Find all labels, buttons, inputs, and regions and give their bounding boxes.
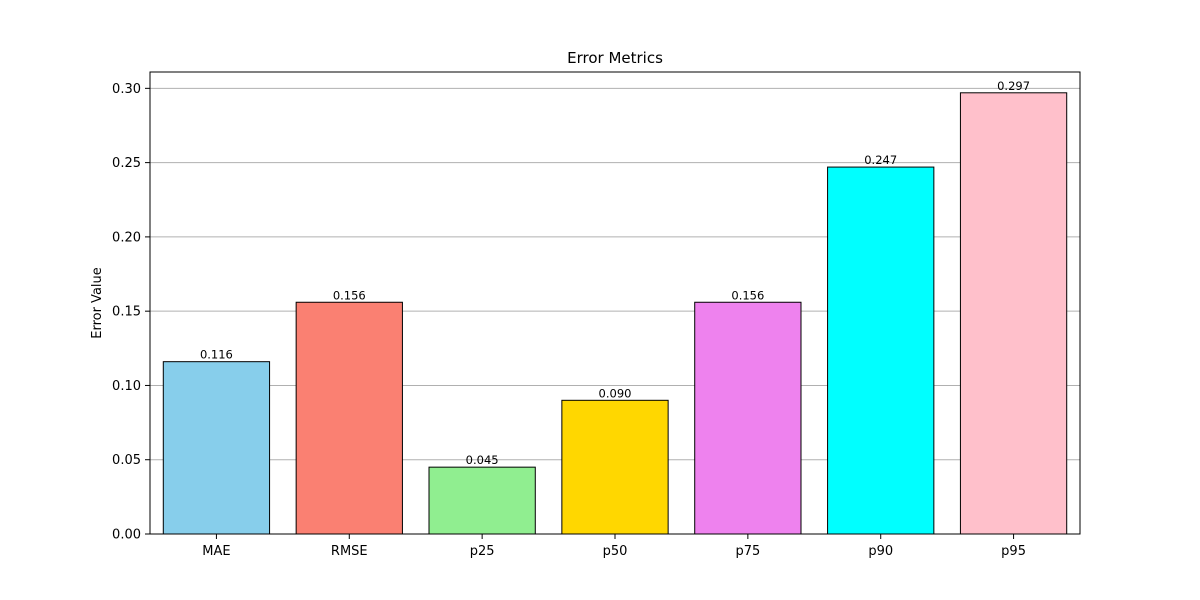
x-tick-label: MAE <box>202 544 230 559</box>
y-tick-label: 0.10 <box>112 379 141 394</box>
value-labels: 0.116 0.156 0.045 0.090 0.156 0.247 0.297 <box>200 79 1030 467</box>
bar <box>959 92 1068 535</box>
bar-value-label: 0.116 <box>200 348 233 362</box>
bar <box>694 301 802 535</box>
y-tick-label: 0.00 <box>112 528 141 543</box>
x-tick-label: p50 <box>603 544 628 559</box>
y-tick-label: 0.15 <box>112 305 141 320</box>
chart-title: Error Metrics <box>567 49 663 67</box>
bar-value-label: 0.156 <box>731 288 764 302</box>
bar-value-label: 0.090 <box>599 386 632 400</box>
x-axis-ticks: MAE RMSE p25 p50 p75 p90 p95 <box>202 534 1026 559</box>
y-axis-label: Error Value <box>90 267 105 339</box>
x-tick-label: RMSE <box>331 544 368 559</box>
bar <box>295 301 403 535</box>
bar-value-label: 0.247 <box>864 153 897 167</box>
bar <box>162 361 271 535</box>
bar-value-label: 0.045 <box>466 453 499 467</box>
y-tick-label: 0.25 <box>112 156 141 171</box>
y-tick-label: 0.30 <box>112 82 141 97</box>
x-tick-label: p95 <box>1001 544 1026 559</box>
bar-value-label: 0.297 <box>997 79 1030 93</box>
y-axis-ticks: 0.00 0.05 0.10 0.15 0.20 0.25 0.30 <box>112 82 150 543</box>
bar-value-label: 0.156 <box>333 288 366 302</box>
x-tick-label: p90 <box>868 544 893 559</box>
x-tick-label: p75 <box>735 544 760 559</box>
y-tick-label: 0.20 <box>112 230 141 245</box>
bar <box>827 166 935 535</box>
bar <box>428 466 536 535</box>
x-tick-label: p25 <box>470 544 495 559</box>
y-tick-label: 0.05 <box>112 453 141 468</box>
bars <box>162 92 1068 535</box>
bar <box>561 399 669 535</box>
